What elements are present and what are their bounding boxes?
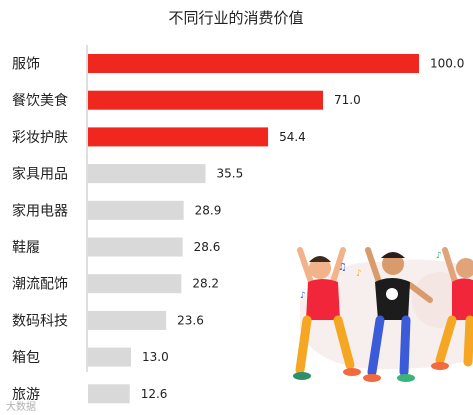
value-label: 13.0 (142, 350, 169, 364)
watermark: 大数据 (6, 402, 36, 413)
category-label: 旅游 (12, 387, 40, 403)
bar (88, 90, 324, 110)
bar (88, 164, 206, 184)
category-label: 数码科技 (12, 313, 68, 329)
category-label: 服饰 (12, 57, 40, 73)
dancer-middle (363, 247, 433, 382)
value-label: 23.6 (177, 313, 204, 327)
value-label: 35.5 (217, 167, 244, 181)
bar (88, 274, 182, 294)
bar (88, 384, 130, 404)
bar (88, 54, 419, 73)
category-label: 彩妆护肤 (12, 130, 68, 146)
bar (88, 310, 167, 330)
value-label: 28.6 (194, 240, 221, 254)
music-note-icon: ♪ (300, 291, 306, 301)
music-note-icon: ♪ (356, 269, 362, 279)
category-label: 餐饮美食 (12, 92, 68, 109)
bar (88, 127, 269, 147)
dancer-left (293, 247, 361, 380)
value-label: 28.2 (192, 277, 219, 291)
bar (88, 237, 183, 257)
category-label: 鞋履 (12, 240, 40, 256)
music-note-icon: ♪ (436, 251, 442, 261)
category-label: 家用电器 (12, 202, 68, 219)
value-label: 71.0 (334, 93, 361, 107)
value-label: 100.0 (430, 57, 464, 71)
category-label: 家具用品 (12, 166, 68, 183)
music-note-icon: ♫ (338, 262, 347, 273)
category-label: 箱包 (12, 350, 40, 366)
dancing-people-illustration: ♫ ♪ ♪ ♪ (293, 247, 473, 382)
dancer-right (431, 247, 473, 370)
value-label: 54.4 (279, 130, 306, 144)
bar (88, 347, 132, 367)
value-label: 28.9 (195, 203, 222, 217)
category-label: 潮流配饰 (12, 277, 68, 293)
bar (88, 200, 184, 220)
chart-title: 不同行业的消费价值 (168, 9, 303, 27)
value-label: 12.6 (141, 387, 168, 401)
